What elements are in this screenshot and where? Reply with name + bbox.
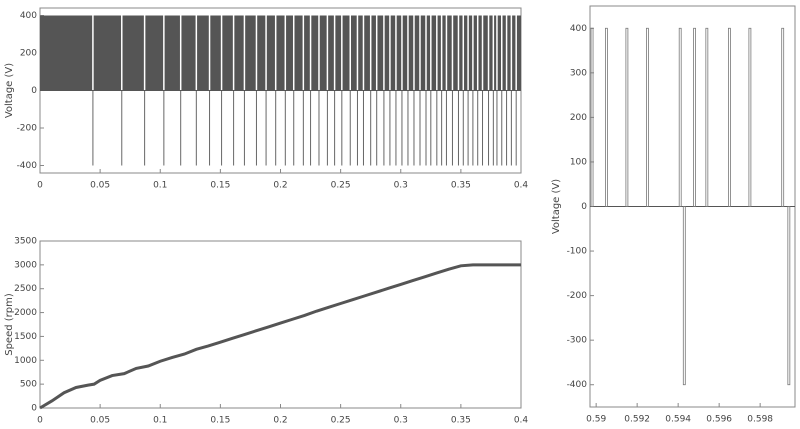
pulse (748, 27, 752, 207)
y-tick-label: -400 (567, 380, 588, 390)
y-tick-label: 2000 (14, 308, 37, 318)
pulse (646, 27, 649, 207)
pulse (693, 27, 696, 207)
x-tick-label: 0.05 (90, 181, 110, 191)
y-tick-label: 1500 (14, 332, 37, 342)
x-tick-label: 0.25 (331, 416, 351, 426)
y-axis-label: Voltage (V) (4, 63, 15, 118)
x-tick-label: 0.3 (394, 181, 408, 191)
x-tick-label: 0.15 (210, 181, 230, 191)
y-tick-label: 200 (570, 113, 587, 123)
y-tick-label: 0 (581, 202, 587, 212)
x-tick-label: 0.592 (624, 415, 650, 425)
x-tick-label: 0.598 (747, 415, 773, 425)
y-tick-label: 0 (31, 86, 37, 96)
pulse (625, 27, 629, 207)
x-tick-label: 0.4 (514, 416, 529, 426)
y-tick-label: -200 (17, 124, 38, 134)
pulse (682, 206, 686, 386)
pulse (605, 27, 608, 207)
x-tick-label: 0.594 (665, 415, 691, 425)
x-tick-label: 0.1 (153, 416, 167, 426)
y-tick-label: 500 (20, 380, 37, 390)
y-axis-label: Voltage (V) (551, 179, 562, 234)
speed-line (39, 263, 521, 410)
x-tick-label: 0.2 (273, 181, 287, 191)
y-tick-label: 3500 (14, 237, 37, 247)
y-tick-label: 3000 (14, 260, 37, 270)
y-tick-label: -200 (567, 291, 588, 301)
x-tick-label: 0.05 (90, 416, 110, 426)
x-tick-label: 0.3 (394, 416, 408, 426)
pulse (781, 27, 785, 207)
y-tick-label: 300 (570, 68, 587, 78)
y-tick-label: 0 (31, 404, 37, 414)
pulse (705, 27, 709, 207)
x-tick-label: 0.35 (451, 416, 471, 426)
y-axis-label: Speed (rpm) (4, 293, 15, 356)
y-tick-label: -400 (17, 161, 38, 171)
y-tick-label: 1000 (14, 356, 37, 366)
y-tick-label: 200 (20, 49, 37, 59)
x-tick-label: 0.596 (706, 415, 732, 425)
y-tick-label: -300 (567, 336, 588, 346)
x-tick-label: 0.25 (331, 181, 351, 191)
x-tick-label: 0 (37, 416, 43, 426)
pulse (787, 206, 791, 386)
x-tick-label: 0.2 (273, 416, 287, 426)
pulse (590, 27, 594, 207)
x-tick-label: 0.1 (153, 181, 167, 191)
x-tick-label: 0 (37, 181, 43, 191)
x-tick-label: 0.59 (586, 415, 606, 425)
y-tick-label: 400 (20, 11, 37, 21)
pulse (678, 27, 682, 207)
y-tick-label: -100 (567, 247, 588, 257)
x-tick-label: 0.35 (451, 181, 471, 191)
positive-band (40, 15, 521, 91)
pulse (728, 27, 731, 207)
y-tick-label: 400 (570, 24, 587, 34)
x-tick-label: 0.4 (514, 181, 529, 191)
y-tick-label: 100 (570, 157, 587, 167)
x-tick-label: 0.15 (210, 416, 230, 426)
y-tick-label: 2500 (14, 284, 37, 294)
